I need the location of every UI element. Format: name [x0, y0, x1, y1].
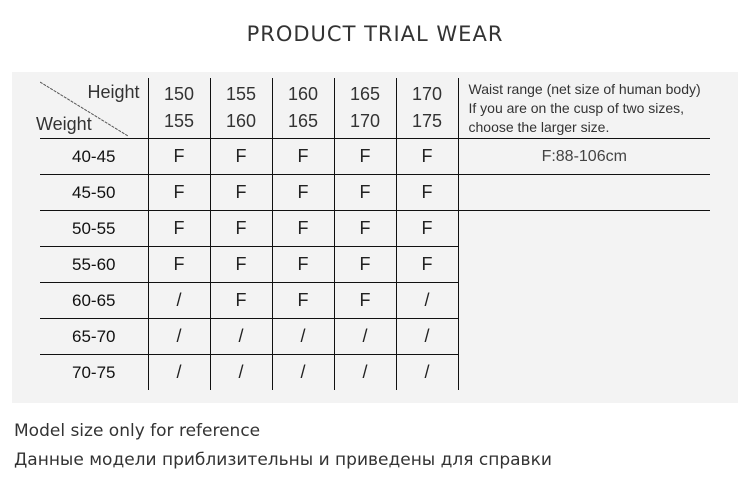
info-cell	[458, 319, 710, 355]
height-col-header: 160 165	[272, 78, 335, 139]
weight-cell: 60-65	[40, 282, 149, 319]
size-cell: F	[396, 174, 459, 211]
weight-cell: 50-55	[40, 210, 149, 247]
size-cell: F	[334, 174, 397, 211]
size-cell: /	[396, 354, 459, 390]
weight-cell: 45-50	[40, 174, 149, 211]
table-row: 50-55 F F F F F	[40, 210, 710, 247]
info-cell	[458, 247, 710, 283]
size-cell: F	[148, 246, 211, 283]
waist-info-header: Waist range (net size of human body) If y…	[468, 80, 701, 135]
size-cell: F	[272, 138, 335, 175]
size-cell: F	[334, 210, 397, 247]
size-cell: F	[148, 174, 211, 211]
size-cell: F	[272, 246, 335, 283]
info-cell	[458, 283, 710, 319]
size-cell: F	[396, 246, 459, 283]
size-cell: /	[148, 318, 211, 355]
size-chart-table: Height Weight 150 155 155 160 160 165 165 17…	[36, 78, 710, 391]
table-row: 60-65/F F F /	[40, 282, 710, 319]
weight-label: Weight	[36, 114, 92, 134]
size-cell: /	[396, 282, 459, 319]
table-row: 40-45 F F F F F F:88-106cm	[40, 138, 710, 175]
size-cell: F	[210, 282, 273, 319]
size-cell: F	[210, 210, 273, 247]
size-cell: F	[272, 174, 335, 211]
weight-cell: 65-70	[40, 318, 149, 355]
size-cell: F	[334, 246, 397, 283]
size-cell: /	[396, 318, 459, 355]
size-cell: /	[210, 354, 273, 390]
info-cell	[458, 210, 710, 247]
size-cell: F	[396, 210, 459, 247]
size-cell: /	[148, 354, 211, 390]
table-row: 70-75// / / /	[40, 354, 710, 391]
size-cell: F	[396, 138, 459, 175]
info-cell	[458, 174, 710, 211]
footer-note-en: Model size only for reference	[14, 421, 261, 441]
size-cell: F	[210, 174, 273, 211]
weight-cell: 40-45	[40, 138, 149, 175]
size-cell: /	[272, 318, 335, 355]
waist-range: F:88-106cm	[458, 138, 710, 175]
diagonal-divider	[40, 81, 129, 137]
weight-cell: 55-60	[40, 246, 149, 283]
corner-cell: Height Weight	[36, 78, 149, 139]
footer-note-ru: Данные модели приблизительны и приведены…	[14, 450, 552, 470]
weight-cell: 70-75	[40, 354, 149, 390]
size-cell: F	[210, 138, 273, 175]
size-cell: F	[148, 138, 211, 175]
height-label: Height	[87, 82, 140, 102]
size-cell: F	[272, 210, 335, 247]
table-row: 55-60 F F F F F	[40, 246, 710, 283]
size-cell: F	[272, 282, 335, 319]
table-row: 45-50 F F F F F	[40, 174, 710, 211]
size-cell: F	[148, 210, 211, 247]
info-cell	[458, 355, 710, 391]
table-row: 65-70// / / /	[40, 318, 710, 355]
size-cell: F	[210, 246, 273, 283]
page-title: PRODUCT TRIAL WEAR	[246, 22, 504, 46]
height-col-header: 150 155	[148, 78, 211, 139]
size-cell: F	[334, 282, 397, 319]
size-cell: /	[148, 282, 211, 319]
size-cell: /	[334, 318, 397, 355]
size-cell: F	[334, 138, 397, 175]
size-cell: /	[210, 318, 273, 355]
height-col-header: 155 160	[210, 78, 273, 139]
header-row: Height Weight 150 155 155 160 160 165 165 17…	[36, 78, 710, 139]
height-col-header: 170 175	[396, 78, 459, 139]
height-col-header: 165 170	[334, 78, 397, 139]
size-cell: /	[334, 354, 397, 390]
size-cell: /	[272, 354, 335, 390]
